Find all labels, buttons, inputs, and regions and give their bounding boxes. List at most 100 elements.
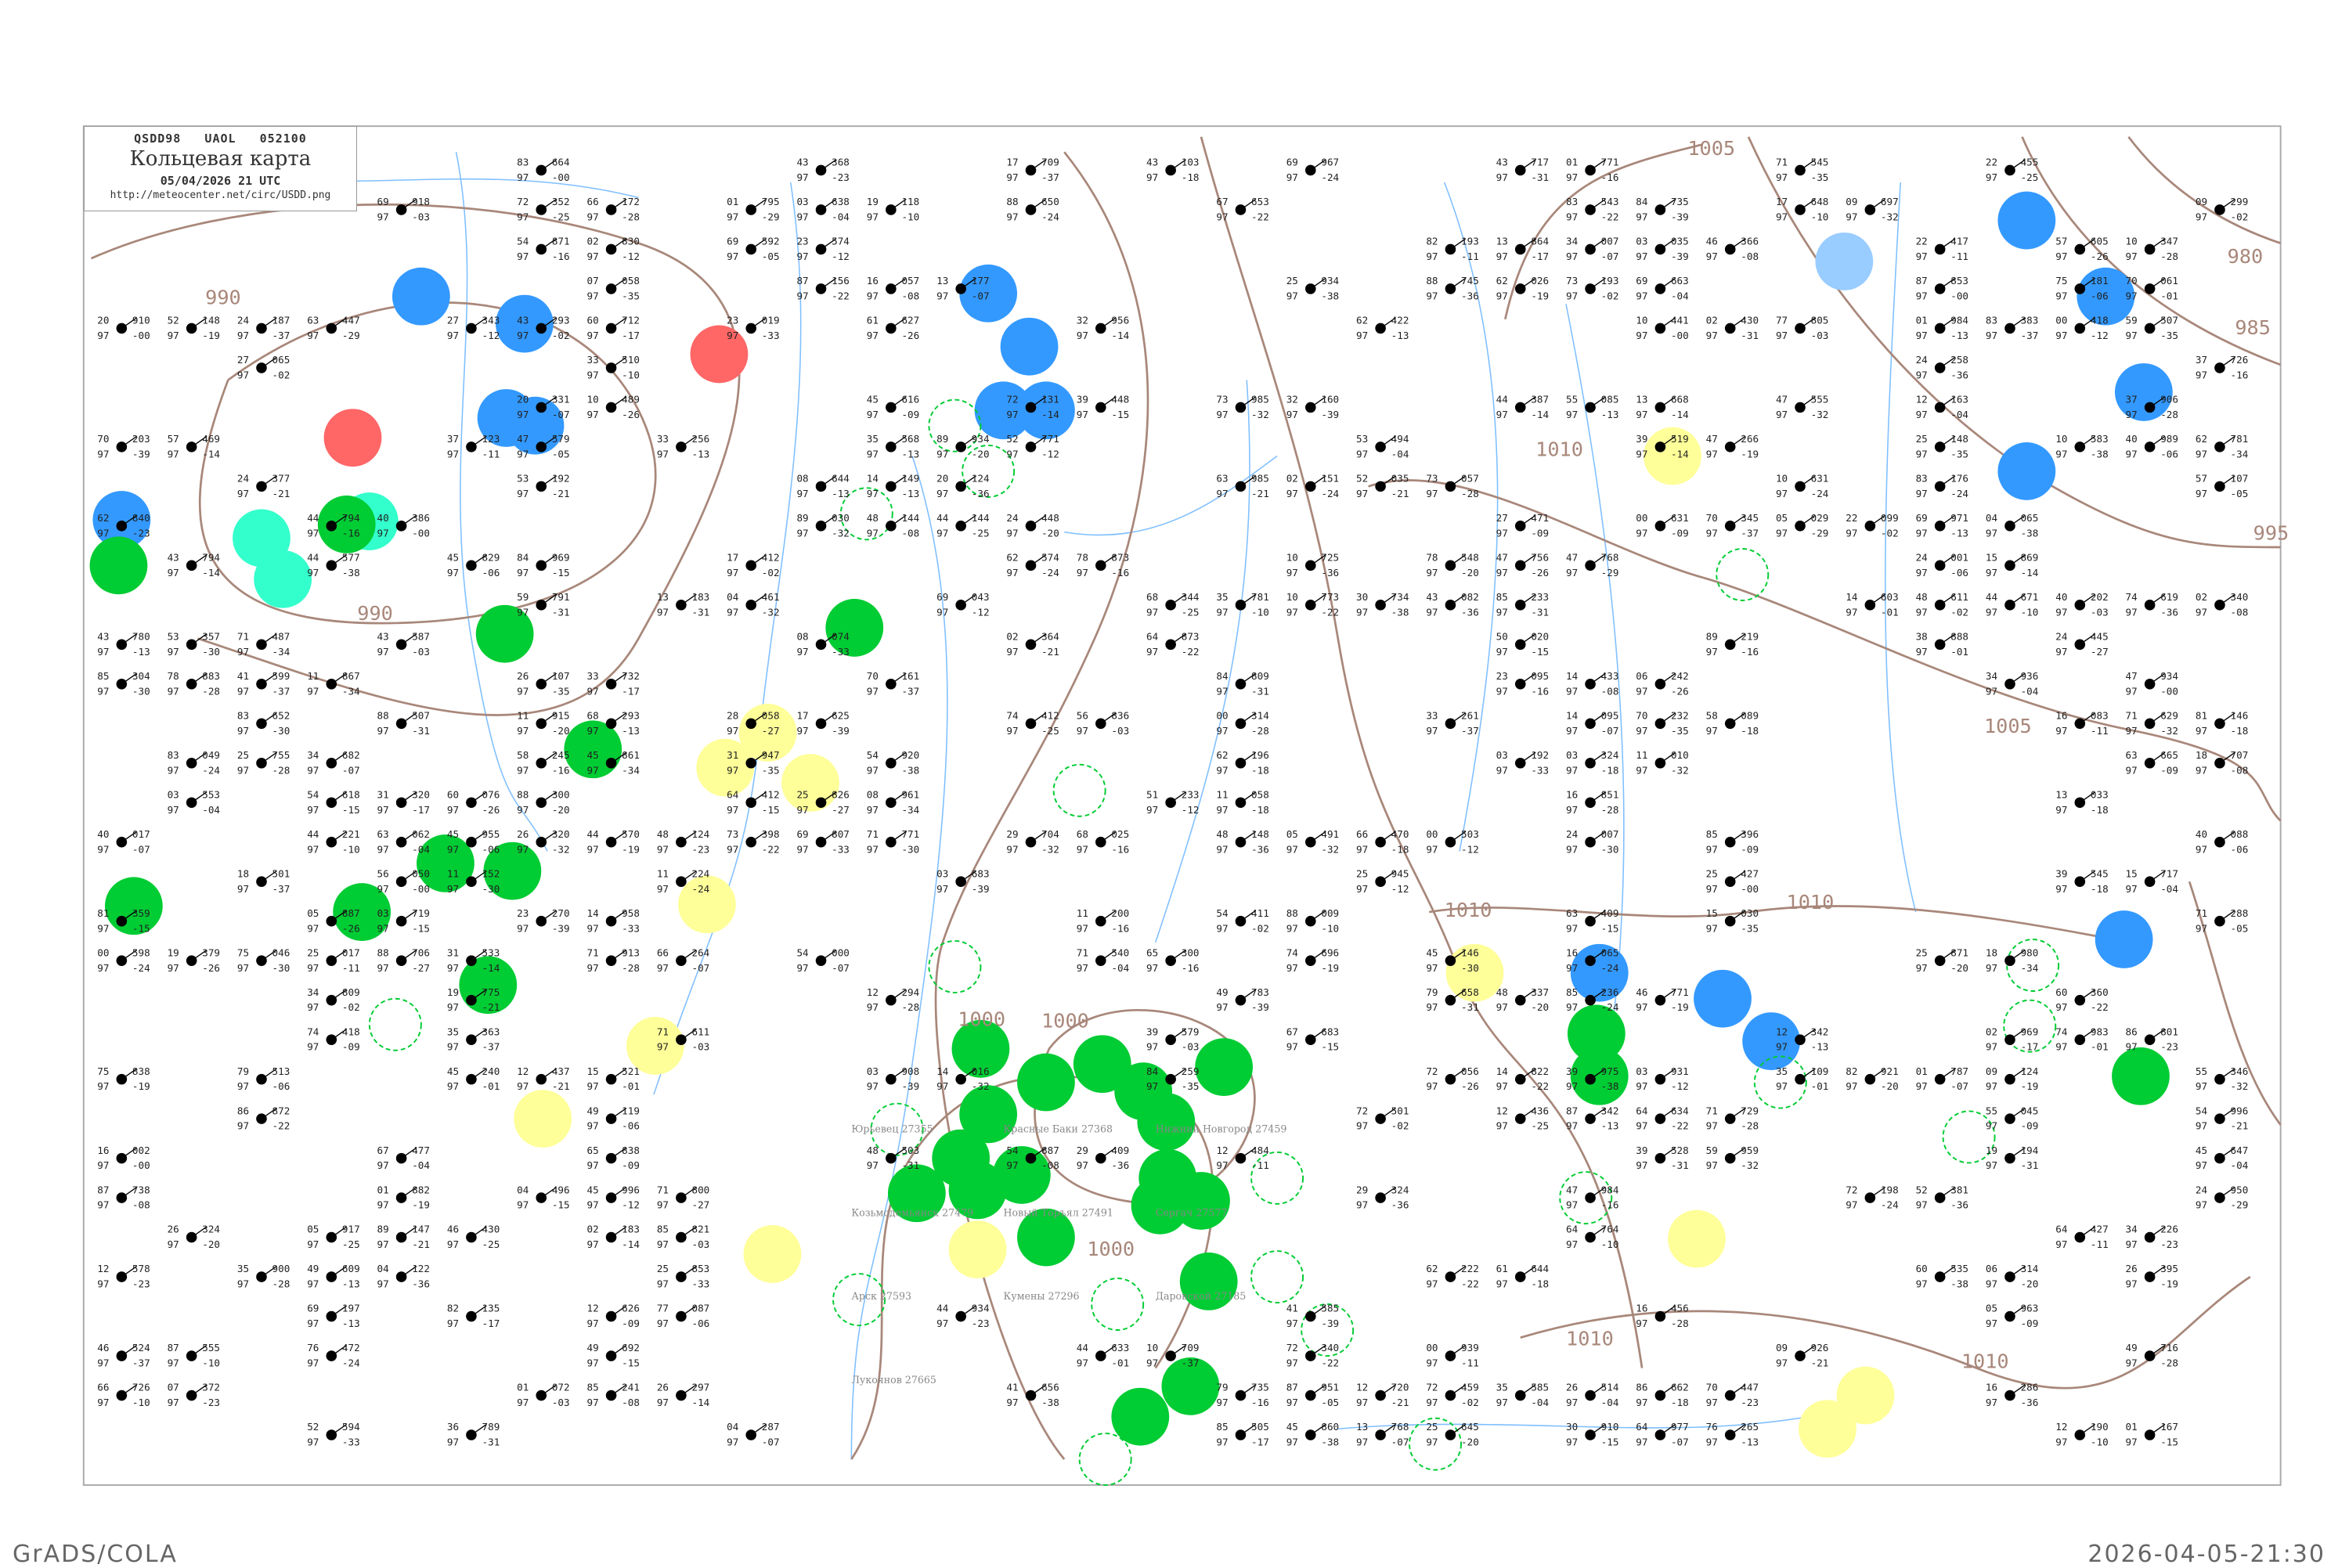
station-value: 118 bbox=[901, 196, 919, 207]
station-value: 900 bbox=[272, 1263, 290, 1274]
station-value: -17 bbox=[2021, 1041, 2039, 1053]
wind-barb bbox=[1240, 1384, 1257, 1397]
station-value: 025 bbox=[1111, 828, 1129, 840]
station-value: 734 bbox=[1391, 591, 1409, 603]
station-value: 04 bbox=[1986, 512, 1997, 524]
station-value: 49 bbox=[587, 1105, 599, 1116]
wind-barb bbox=[1310, 1344, 1326, 1357]
wind-barb bbox=[1520, 159, 1536, 171]
station-value: 368 bbox=[832, 157, 850, 168]
station-value: 528 bbox=[1671, 1144, 1689, 1156]
station-value: -38 bbox=[1321, 1436, 1339, 1448]
station-value: 23 bbox=[517, 907, 529, 919]
station-value: -31 bbox=[1671, 1159, 1689, 1171]
wind-barb bbox=[401, 1265, 417, 1278]
wind-barb bbox=[750, 831, 767, 843]
station-value: 74 bbox=[2055, 1026, 2067, 1037]
station-value: 97 bbox=[517, 251, 529, 262]
station-value: 72 bbox=[1426, 1382, 1438, 1393]
station-dot bbox=[815, 164, 827, 176]
station-value: 510 bbox=[622, 354, 640, 366]
station-value: 756 bbox=[1531, 552, 1549, 564]
station-value: 40 bbox=[377, 512, 389, 524]
isobar-label: 1000 bbox=[958, 1008, 1005, 1031]
station-value: -12 bbox=[1182, 804, 1200, 816]
wind-barb bbox=[121, 514, 138, 527]
station-value: 74 bbox=[1006, 709, 1018, 721]
station-value: 838 bbox=[132, 1065, 150, 1077]
station-value: -06 bbox=[482, 567, 500, 579]
station-value: -01 bbox=[1111, 1357, 1129, 1369]
station-value: 455 bbox=[2021, 157, 2039, 168]
station-value: -37 bbox=[272, 330, 290, 341]
station-value: -34 bbox=[2021, 962, 2039, 974]
wind-barb bbox=[121, 435, 138, 448]
wind-barb bbox=[1310, 1029, 1326, 1040]
station-value: 14 bbox=[1566, 670, 1578, 682]
station-value: -30 bbox=[272, 725, 290, 737]
station-value: 08 bbox=[867, 788, 879, 800]
station-value: -12 bbox=[1671, 1080, 1689, 1092]
isobar-line bbox=[1504, 143, 1704, 320]
station-value: 553 bbox=[202, 788, 220, 800]
station-value: 97 bbox=[237, 725, 249, 737]
station-value: -38 bbox=[901, 764, 919, 776]
station-value: 97 bbox=[1216, 1436, 1228, 1448]
station-value: 24 bbox=[2196, 1184, 2207, 1195]
wind-barb bbox=[261, 1068, 277, 1080]
station-value: 97 bbox=[1916, 606, 1928, 618]
station-value: -02 bbox=[1601, 290, 1619, 302]
station-value: -15 bbox=[622, 1357, 640, 1369]
station-value: -09 bbox=[622, 1317, 640, 1329]
wind-barb bbox=[890, 396, 907, 408]
station-value: 956 bbox=[1111, 315, 1129, 326]
station-value: 491 bbox=[1321, 828, 1339, 840]
station-value: 398 bbox=[762, 828, 780, 840]
station-value: 202 bbox=[2091, 591, 2109, 603]
station-value: 261 bbox=[1461, 709, 1479, 721]
station-value: -00 bbox=[552, 171, 570, 183]
isobar-label: 1010 bbox=[1961, 1350, 2009, 1373]
wind-barb bbox=[821, 633, 837, 645]
wind-barb bbox=[121, 910, 138, 922]
station-value: 983 bbox=[2091, 1026, 2109, 1037]
station-value: 888 bbox=[1950, 630, 1968, 642]
station-value: 50 bbox=[1496, 630, 1508, 642]
station-value: 270 bbox=[552, 907, 570, 919]
station-dot bbox=[1654, 757, 1666, 769]
wind-barb bbox=[1939, 475, 1956, 487]
wind-barb bbox=[1240, 593, 1257, 606]
station-value: 082 bbox=[1461, 591, 1479, 603]
station-value: 149 bbox=[901, 473, 919, 485]
station-value: -33 bbox=[1531, 764, 1549, 776]
station-dot bbox=[605, 757, 617, 769]
station-dot bbox=[2074, 600, 2086, 611]
station-value: 29 bbox=[1077, 1144, 1088, 1156]
station-dot bbox=[2074, 876, 2086, 888]
station-value: 97 bbox=[587, 251, 599, 262]
wind-barb bbox=[1240, 831, 1257, 843]
station-value: -18 bbox=[1251, 804, 1269, 816]
station-value: 513 bbox=[272, 1065, 290, 1077]
station-value: 97 bbox=[1496, 527, 1508, 539]
station-value: 97 bbox=[517, 448, 529, 460]
station-value: 97 bbox=[1636, 1159, 1647, 1171]
wind-barb bbox=[1589, 910, 1606, 922]
station-value: 524 bbox=[132, 1342, 150, 1354]
station-dot bbox=[1304, 1310, 1316, 1322]
station-value: -02 bbox=[272, 369, 290, 380]
station-value: -22 bbox=[1461, 1278, 1479, 1290]
station-value: -05 bbox=[2231, 922, 2249, 934]
station-value: 97 bbox=[1426, 725, 1438, 737]
station-value: 48 bbox=[867, 512, 879, 524]
station-value: 514 bbox=[1601, 1382, 1619, 1393]
station-dot bbox=[1304, 164, 1316, 176]
station-value: 725 bbox=[1321, 552, 1339, 564]
station-value: -13 bbox=[342, 1278, 360, 1290]
station-value: 951 bbox=[1321, 1382, 1339, 1393]
station-value: -15 bbox=[1321, 1041, 1339, 1053]
station-value: 427 bbox=[2091, 1224, 2109, 1235]
wind-barb bbox=[1659, 238, 1676, 251]
station-value: 709 bbox=[1182, 1342, 1200, 1354]
wind-barb bbox=[750, 752, 767, 764]
